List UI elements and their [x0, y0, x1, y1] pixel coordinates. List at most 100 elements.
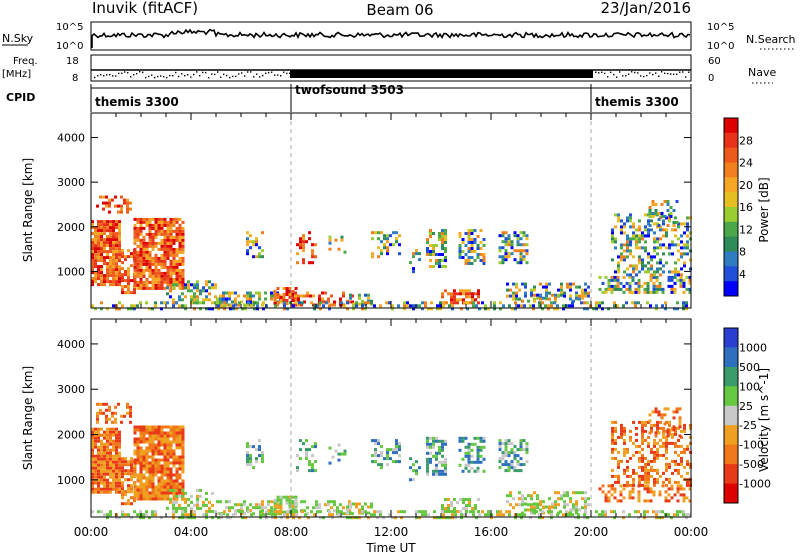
- velocity-cell: [306, 512, 309, 516]
- power-cell: [622, 290, 626, 294]
- nave-dot: [220, 76, 222, 78]
- velocity-cell: [145, 446, 149, 450]
- velocity-cell: [665, 483, 668, 487]
- velocity-cell: [106, 481, 109, 485]
- velocity-cell: [124, 457, 127, 461]
- velocity-cell: [115, 469, 118, 473]
- velocity-cell: [105, 414, 108, 418]
- power-cell: [160, 283, 164, 287]
- velocity-cell: [664, 499, 668, 503]
- power-cell: [522, 258, 526, 262]
- power-cell: [616, 278, 620, 282]
- velocity-cell: [330, 506, 333, 510]
- velocity-cell: [160, 437, 164, 441]
- velocity-cell: [444, 472, 447, 476]
- velocity-cell: [91, 451, 94, 455]
- colorbar-tick-label: -100: [739, 439, 764, 452]
- power-cell: [395, 240, 398, 244]
- power-cell: [398, 234, 401, 238]
- power-cell: [154, 280, 158, 284]
- velocity-cell: [252, 512, 255, 516]
- power-cell: [120, 210, 123, 214]
- velocity-cell: [563, 491, 566, 495]
- velocity-cell: [470, 466, 474, 470]
- velocity-cell: [103, 513, 106, 517]
- velocity-cell: [604, 499, 608, 503]
- power-cell: [94, 262, 97, 266]
- power-cell: [470, 244, 474, 247]
- velocity-cell: [178, 458, 182, 462]
- power-cell: [441, 229, 444, 232]
- power-cell: [196, 289, 199, 293]
- power-cell: [328, 238, 332, 242]
- velocity-cell: [441, 442, 444, 446]
- power-cell: [665, 231, 668, 235]
- velocity-cell: [112, 478, 115, 482]
- velocity-cell: [562, 513, 565, 517]
- power-cell: [601, 290, 605, 294]
- velocity-cell: [647, 474, 650, 478]
- velocity-cell: [461, 436, 465, 440]
- velocity-cell: [118, 466, 121, 470]
- power-cell: [145, 268, 149, 272]
- power-cell: [181, 274, 185, 278]
- velocity-cell: [142, 452, 146, 456]
- power-cell: [154, 217, 158, 221]
- power-cell: [229, 304, 232, 308]
- velocity-cell: [103, 463, 106, 467]
- power-cell: [313, 307, 316, 311]
- velocity-cell: [613, 496, 617, 500]
- velocity-cell: [151, 440, 155, 444]
- power-cell: [115, 307, 118, 311]
- power-cell: [100, 244, 103, 248]
- velocity-cell: [655, 510, 658, 514]
- power-cell: [112, 247, 115, 251]
- power-cell: [261, 231, 264, 235]
- velocity-cell: [139, 452, 143, 456]
- power-cell: [321, 297, 324, 301]
- velocity-cell: [120, 420, 123, 424]
- power-cell: [299, 243, 302, 247]
- power-cell: [175, 280, 179, 284]
- power-cell: [142, 235, 146, 239]
- power-cell: [467, 235, 471, 238]
- velocity-cell: [94, 463, 97, 467]
- velocity-cell: [285, 495, 289, 499]
- velocity-cell: [109, 472, 112, 476]
- power-cell: [519, 249, 523, 253]
- power-cell: [244, 304, 247, 308]
- velocity-cell: [525, 445, 529, 449]
- velocity-cell: [109, 433, 112, 437]
- nave-dense-block: [290, 70, 593, 78]
- velocity-cell: [286, 510, 289, 514]
- power-cell: [109, 235, 112, 239]
- power-cell: [465, 295, 468, 299]
- power-cell: [133, 283, 137, 287]
- velocity-cell: [575, 511, 578, 515]
- power-cell: [253, 307, 256, 311]
- power-cell: [136, 256, 140, 260]
- velocity-cell: [632, 468, 635, 472]
- power-cell: [109, 247, 112, 251]
- power-cell: [172, 256, 176, 260]
- power-cell: [370, 299, 373, 303]
- velocity-cell: [112, 433, 115, 437]
- power-cell: [604, 290, 608, 294]
- velocity-cell: [304, 513, 307, 517]
- velocity-cell: [674, 450, 677, 454]
- power-cell: [208, 307, 211, 311]
- power-cell: [169, 229, 173, 233]
- velocity-cell: [106, 490, 109, 494]
- velocity-cell: [623, 432, 626, 436]
- power-cell: [160, 244, 164, 248]
- power-cell: [661, 290, 665, 294]
- velocity-cell: [454, 513, 457, 517]
- velocity-cell: [435, 466, 438, 470]
- power-cell: [346, 301, 349, 305]
- power-cell: [651, 203, 655, 206]
- power-cell: [668, 252, 671, 256]
- power-cell: [133, 238, 137, 242]
- power-cell: [136, 304, 139, 308]
- power-cell: [255, 255, 258, 259]
